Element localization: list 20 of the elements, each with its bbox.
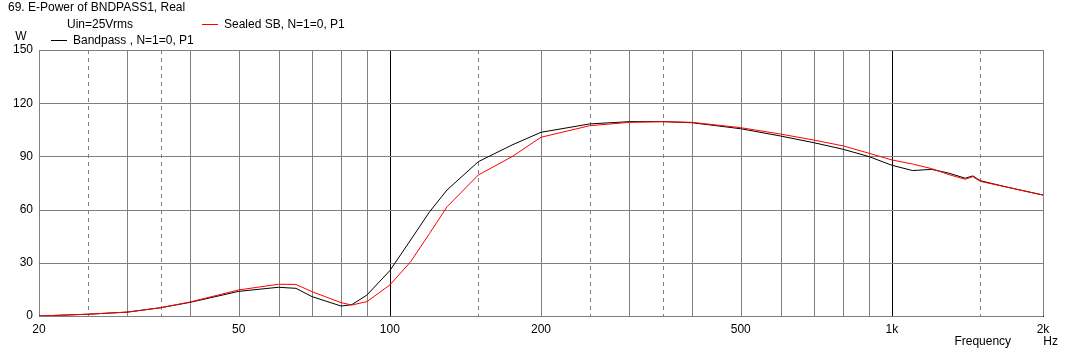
- legend-label: Sealed SB, N=1=0, P1: [223, 17, 345, 31]
- x-tick-label: 20: [32, 321, 46, 336]
- x-tick-label: 200: [530, 321, 552, 336]
- y-tick-label: 150: [12, 42, 34, 57]
- y-axis-title: W: [15, 29, 28, 44]
- x-tick-label: 1k: [885, 321, 900, 336]
- x-tick-label: 50: [232, 321, 246, 336]
- y-tick-label: 120: [12, 95, 34, 110]
- y-tick-label: 60: [19, 201, 34, 216]
- y-tick-label: 0: [26, 308, 34, 323]
- text: Hz: [1043, 334, 1058, 349]
- x-axis-title: Frequency: [954, 334, 1012, 349]
- x-tick-label: 100: [379, 321, 401, 336]
- y-tick-label: 30: [19, 255, 34, 270]
- chart-title: 69. E-Power of BNDPASS1, Real: [8, 0, 186, 15]
- legend-title: Uin=25Vrms: [67, 17, 133, 31]
- x-tick-label: 500: [730, 321, 752, 336]
- legend-label: Bandpass , N=1=0, P1: [72, 33, 194, 47]
- y-tick-label: 90: [19, 148, 34, 163]
- x-tick-label: 2k: [1036, 321, 1051, 336]
